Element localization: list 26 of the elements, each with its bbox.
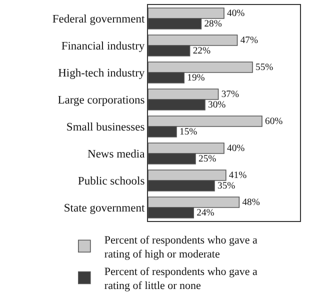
data-label: 60% [265,116,283,127]
y-tick-label: Federal government [52,14,146,26]
data-label: 28% [204,18,222,30]
data-label: 22% [192,45,210,56]
data-label: 41% [228,170,247,181]
data-label: 40% [227,8,245,19]
data-label: 55% [256,62,274,73]
data-label: 30% [208,99,226,110]
data-label: 37% [221,88,239,100]
data-label: 48% [242,196,260,208]
data-label: 25% [198,153,216,164]
y-tick-label: Large corporations [58,94,146,107]
y-tick-label: High-tech industry [58,68,145,80]
y-tick-label: Small businesses [66,122,146,134]
y-tick-label: State government [64,202,146,215]
data-label: 19% [187,72,205,84]
legend-label: Percent of respondents who gave a rating of high or moderate [104,234,258,261]
y-tick-label: Financial industry [61,40,145,53]
legend-label: Percent of respondents who gave a rating of little or none [104,266,258,292]
y-tick-label: Public schools [78,176,146,188]
data-label: 24% [196,207,214,218]
data-label: 35% [218,180,236,192]
data-label: 15% [180,126,198,138]
data-label: 47% [240,34,258,46]
data-label: 40% [227,142,245,154]
y-tick-label: News media [88,148,145,161]
